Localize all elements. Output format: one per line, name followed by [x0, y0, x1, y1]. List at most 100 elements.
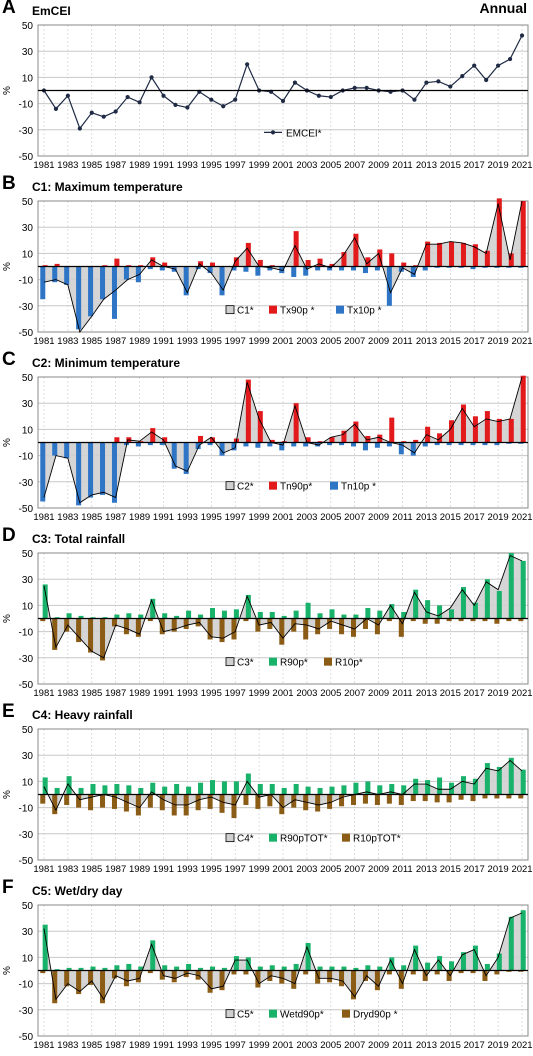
bar-up [281, 615, 287, 619]
data-point [436, 79, 441, 84]
bar-down [518, 970, 524, 972]
bar-down [123, 618, 129, 635]
data-point [472, 63, 477, 68]
bar-down [494, 970, 500, 975]
bar-down [219, 618, 225, 643]
bar-up [90, 617, 96, 619]
y-axis-label: % [2, 86, 13, 95]
x-tick-label: 1981 [33, 336, 54, 347]
bar-up [437, 777, 443, 795]
panel-title: EmCEI [32, 4, 71, 18]
bar-up [102, 785, 108, 795]
bar-down [135, 618, 141, 637]
bar-down [267, 442, 273, 447]
bar-down [339, 970, 345, 987]
x-tick-label: 1991 [153, 160, 174, 171]
bar-up [460, 587, 466, 619]
bar-up [293, 963, 299, 971]
bar-up [66, 613, 72, 619]
x-tick-label: 2003 [296, 336, 317, 347]
legend-label: Tn90p* [280, 482, 312, 493]
legend-swatch [269, 657, 277, 666]
bar-up [484, 763, 490, 795]
bar-down [52, 970, 58, 1004]
bar-up [78, 967, 84, 971]
bar-up [413, 265, 419, 267]
bar-up [102, 967, 108, 971]
x-tick-label: 2015 [440, 688, 461, 699]
data-point [316, 93, 321, 98]
x-tick-label: 1999 [249, 1040, 270, 1051]
bar-down [350, 970, 357, 1000]
bar-down [362, 794, 368, 804]
bar-up [198, 782, 204, 795]
bar-down [398, 266, 404, 272]
bar-up [341, 252, 347, 267]
bar-up [245, 957, 251, 971]
x-tick-label: 1981 [33, 864, 54, 875]
x-tick-label: 1983 [57, 688, 78, 699]
x-tick-label: 2007 [344, 160, 365, 171]
bar-down [243, 970, 249, 975]
bar-up [401, 441, 407, 443]
x-tick-label: 1989 [129, 1040, 150, 1051]
bar-up [281, 966, 287, 971]
bar-down [135, 794, 141, 816]
bar-down [327, 266, 333, 271]
data-point [173, 102, 178, 108]
x-tick-label: 2013 [416, 1040, 437, 1051]
x-tick-label: 1989 [129, 688, 150, 699]
bar-down [52, 618, 58, 650]
bar-down [303, 618, 309, 640]
bar-down [327, 794, 333, 809]
x-tick-label: 1991 [153, 336, 174, 347]
bar-down [219, 442, 225, 456]
bar-up [520, 910, 526, 971]
bar-up [198, 435, 204, 443]
bar-down [327, 618, 333, 629]
bar-up [341, 614, 347, 619]
x-tick-label: 2013 [416, 160, 437, 171]
bar-up [329, 437, 335, 443]
x-tick-label: 2009 [368, 1040, 389, 1051]
chart-a: 50 30 10 -10 -30 -50% 1981 1983 1985 1987 1989 1991… [2, 21, 533, 171]
bar-down [243, 794, 249, 805]
bar-up [245, 242, 251, 267]
bar-up [150, 257, 156, 267]
bar-down [159, 794, 165, 811]
bar-up [126, 265, 132, 267]
x-tick-label: 1987 [105, 160, 126, 171]
bar-down [52, 442, 58, 456]
y-tick-label: -50 [19, 680, 34, 691]
bar-down [458, 970, 464, 974]
bar-down [362, 442, 368, 451]
bar-up [377, 610, 383, 619]
bar-up [245, 773, 251, 795]
bar-down [386, 970, 392, 975]
x-tick-label: 1983 [57, 864, 78, 875]
bar-up [520, 769, 526, 795]
legend-label: Wetd90p* [280, 1010, 324, 1021]
bar-down [147, 442, 153, 446]
area-line [43, 200, 523, 334]
x-tick-label: 1991 [153, 688, 174, 699]
data-point [161, 93, 166, 98]
x-tick-label: 2003 [296, 160, 317, 171]
x-tick-label: 2005 [320, 688, 341, 699]
legend-swatch [225, 481, 235, 491]
x-tick-label: 2015 [440, 336, 461, 347]
y-tick-label: -30 [19, 830, 34, 841]
bar-down [100, 618, 106, 661]
bar-up [126, 785, 132, 795]
bar-up [484, 411, 490, 443]
bar-up [472, 416, 478, 443]
bar-up [341, 966, 347, 971]
bar-up [437, 433, 443, 443]
bar-up [114, 614, 120, 619]
bar-up [186, 786, 192, 795]
chart-c: 50 30 10 -10 -30 -50% 1981 1983 1985 1987 1989 1991… [2, 373, 533, 523]
x-tick-label: 1981 [33, 688, 54, 699]
bar-down [255, 266, 261, 276]
legend-swatch [225, 657, 235, 667]
area-line [43, 555, 523, 659]
